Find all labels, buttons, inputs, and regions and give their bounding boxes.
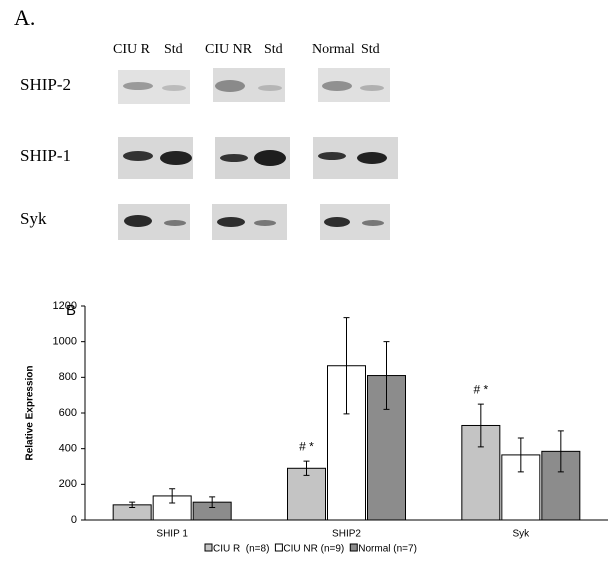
row-label: SHIP-1 — [20, 146, 71, 165]
error-bar — [129, 501, 136, 509]
y-tick-label: 400 — [59, 443, 77, 455]
x-tick-label: SHIP2 — [332, 529, 361, 540]
legend-label: CIU R (n=8) — [213, 544, 269, 555]
band — [123, 151, 153, 161]
error-bar — [517, 437, 524, 473]
band — [324, 217, 350, 227]
row-labels: SHIP-2 SHIP-1 Syk — [20, 75, 71, 228]
band — [362, 220, 384, 226]
legend-swatch — [349, 543, 358, 552]
band — [217, 217, 245, 227]
y-tick-label: 200 — [59, 478, 77, 490]
legend-label: Normal (n=7) — [358, 544, 417, 555]
band — [318, 152, 346, 160]
band — [123, 82, 153, 90]
error-bar — [557, 430, 564, 473]
lane-header: CIU NR — [205, 42, 253, 57]
band — [254, 150, 286, 166]
band — [360, 85, 384, 91]
y-tick-label: 800 — [59, 371, 77, 383]
band — [322, 81, 352, 91]
band — [254, 220, 276, 226]
blots — [118, 68, 398, 240]
lane-header: Std — [264, 42, 283, 57]
row-label: SHIP-2 — [20, 75, 71, 94]
y-axis-label: Relative Expression — [25, 365, 36, 460]
y-tick-label: 0 — [71, 514, 77, 526]
legend-label: CIU NR (n=9) — [283, 544, 344, 555]
error-bar — [383, 341, 390, 410]
band — [215, 80, 245, 92]
x-tick-label: SHIP 1 — [156, 529, 188, 540]
legend-swatch — [274, 543, 283, 552]
row-label: Syk — [20, 209, 47, 228]
band — [164, 220, 186, 226]
error-bar — [169, 488, 176, 504]
error-bar — [477, 403, 484, 448]
error-bar — [209, 496, 216, 509]
lane-header: Std — [164, 42, 183, 57]
lane-header: Std — [361, 42, 380, 57]
band — [124, 215, 152, 227]
annotation: # * — [473, 382, 488, 396]
y-tick-label: 600 — [59, 407, 77, 419]
bar — [287, 467, 326, 521]
annotation: # * — [299, 439, 314, 453]
error-bar — [343, 317, 350, 415]
panel-a-label: A. — [14, 5, 35, 30]
x-tick-label: Syk — [512, 529, 530, 540]
band — [162, 85, 186, 91]
legend-swatch — [204, 543, 213, 552]
band — [160, 151, 192, 165]
lane-header: Normal — [312, 42, 355, 57]
band — [357, 152, 387, 164]
lane-header: CIU R — [113, 42, 151, 57]
y-tick-label: 1000 — [53, 336, 77, 348]
lane-headers: CIU R Std CIU NR Std Normal Std — [113, 42, 380, 57]
y-tick-label: 1200 — [53, 300, 77, 312]
panel-b-label: B — [66, 302, 76, 319]
error-bar — [303, 460, 310, 476]
band — [220, 154, 248, 162]
band — [258, 85, 282, 91]
